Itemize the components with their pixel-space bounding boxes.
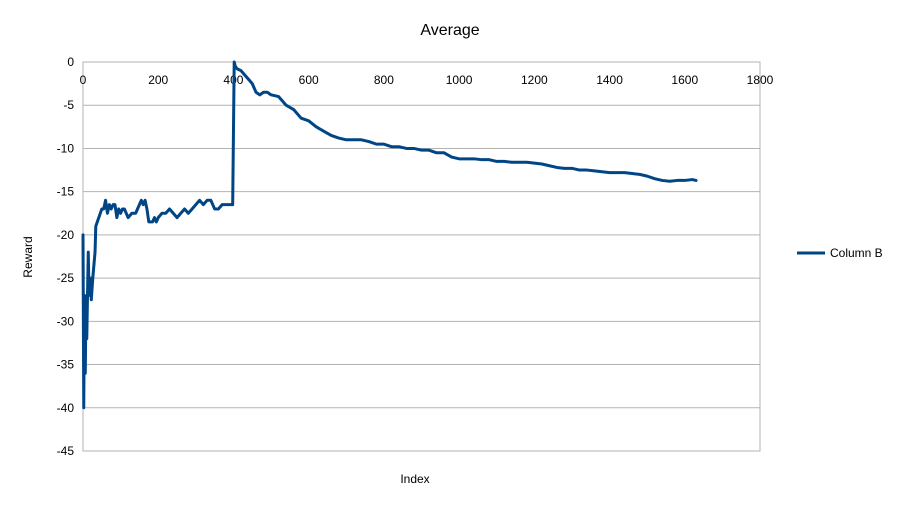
- y-tick-label: -5: [63, 98, 74, 112]
- legend-label-column-b: Column B: [830, 246, 883, 260]
- legend: Column B: [797, 246, 883, 260]
- series-line-column-b: [81, 60, 698, 410]
- x-tick-label: 0: [80, 73, 87, 87]
- y-tick-label: -35: [57, 358, 75, 372]
- chart-title: Average: [420, 22, 479, 39]
- y-tick-label: -45: [57, 444, 75, 458]
- series-layer: [81, 60, 698, 410]
- y-tick-label: -30: [57, 314, 75, 328]
- x-tick-label: 600: [299, 73, 319, 87]
- x-tick-label: 1800: [747, 73, 774, 87]
- x-tick-label: 1600: [671, 73, 698, 87]
- y-tick-label: -15: [57, 185, 75, 199]
- x-axis-title: Index: [400, 472, 429, 486]
- x-tick-label: 1400: [596, 73, 623, 87]
- x-tick-label: 800: [374, 73, 394, 87]
- y-tick-label: -20: [57, 228, 75, 242]
- x-tick-label: 1200: [521, 73, 548, 87]
- y-tick-label: -40: [57, 401, 75, 415]
- y-axis-ticks: 0 -5 -10 -15 -20 -25 -30 -35 -40 -45: [57, 55, 75, 458]
- x-tick-label: 1000: [446, 73, 473, 87]
- y-tick-label: 0: [67, 55, 74, 69]
- y-axis-title: Reward: [21, 236, 35, 277]
- x-tick-label: 200: [148, 73, 168, 87]
- gridlines: [83, 61, 760, 452]
- plot-area-border: [82, 61, 761, 452]
- y-tick-label: -10: [57, 141, 75, 155]
- y-tick-label: -25: [57, 271, 75, 285]
- x-axis-ticks: 0 200 400 600 800 1000 1200 1400 1600 1800: [80, 73, 774, 87]
